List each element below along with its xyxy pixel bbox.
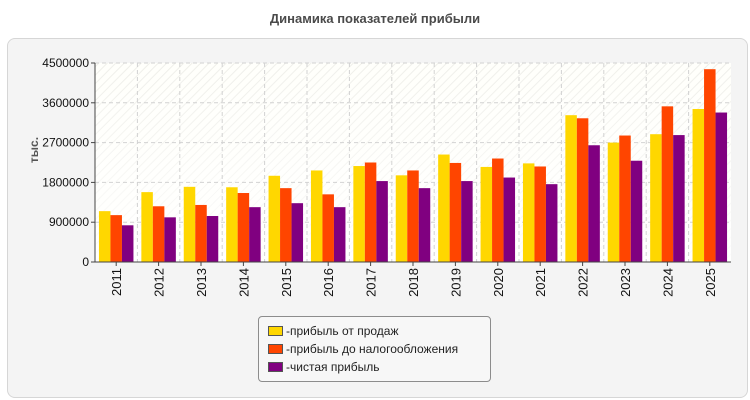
x-tick-label: 2021: [533, 268, 548, 297]
legend-label-net-profit: чистая прибыль: [290, 360, 380, 374]
bar-pretax-profit-2013: [195, 204, 207, 262]
x-tick-label: 2018: [406, 268, 421, 297]
bar-sales-profit-2021: [522, 163, 535, 262]
bar-net-profit-2013: [206, 216, 219, 262]
bar-net-profit-2025: [715, 112, 728, 262]
x-tick-label: 2012: [152, 268, 167, 297]
x-tick-label: 2025: [703, 268, 718, 297]
y-tick-label: 0: [82, 255, 89, 269]
bar-net-profit-2018: [418, 188, 431, 262]
x-tick-label: 2017: [364, 268, 379, 297]
x-tick-label: 2019: [448, 268, 463, 297]
bar-net-profit-2014: [249, 207, 261, 262]
bar-pretax-profit-2022: [576, 118, 589, 263]
bar-net-profit-2022: [588, 145, 600, 262]
legend-prefix: -: [286, 342, 290, 356]
bar-sales-profit-2012: [141, 192, 153, 262]
bar-sales-profit-2022: [565, 115, 577, 262]
bar-net-profit-2021: [545, 184, 558, 262]
x-tick-label: 2013: [194, 268, 209, 297]
bar-net-profit-2020: [503, 177, 516, 262]
legend-label-pretax-profit: прибыль до налогообложения: [290, 342, 459, 356]
bar-net-profit-2011: [121, 225, 134, 262]
x-tick-label: 2024: [660, 268, 675, 297]
y-tick-label: 4500000: [42, 56, 89, 70]
bar-sales-profit-2016: [310, 170, 323, 262]
bar-net-profit-2024: [673, 135, 685, 262]
bar-net-profit-2023: [630, 160, 643, 262]
bar-sales-profit-2018: [395, 175, 408, 262]
bar-pretax-profit-2025: [704, 69, 716, 263]
bar-pretax-profit-2016: [322, 194, 334, 262]
x-tick-label: 2011: [109, 268, 124, 296]
x-tick-label: 2014: [236, 268, 251, 297]
bar-sales-profit-2023: [607, 142, 620, 262]
bar-pretax-profit-2021: [534, 166, 546, 262]
legend-prefix: -: [286, 324, 290, 338]
bar-pretax-profit-2018: [407, 170, 419, 262]
x-tick-label: 2015: [279, 268, 294, 297]
bar-pretax-profit-2017: [364, 162, 377, 262]
legend-prefix: -: [286, 360, 290, 374]
y-tick-label: 3600000: [42, 96, 89, 110]
bar-net-profit-2012: [164, 217, 176, 262]
bar-sales-profit-2017: [353, 166, 365, 262]
bar-pretax-profit-2015: [280, 188, 292, 262]
bar-net-profit-2019: [461, 181, 473, 262]
legend: - прибыль от продаж - прибыль до налогоо…: [258, 316, 491, 382]
legend-item-net-profit: - чистая прибыль: [268, 358, 490, 376]
x-tick-label: 2016: [321, 268, 336, 297]
chart-title: Динамика показателей прибыли: [269, 11, 481, 26]
bar-pretax-profit-2019: [449, 162, 462, 262]
bar-sales-profit-2024: [650, 134, 662, 262]
x-tick-label: 2023: [618, 268, 633, 297]
bar-net-profit-2015: [291, 203, 304, 262]
bar-sales-profit-2014: [226, 187, 238, 262]
legend-swatch-sales-profit: [268, 326, 283, 336]
bar-net-profit-2017: [376, 181, 388, 262]
bar-pretax-profit-2023: [619, 135, 631, 262]
bar-sales-profit-2020: [480, 166, 493, 262]
legend-swatch-pretax-profit: [268, 344, 283, 354]
bar-sales-profit-2019: [438, 154, 450, 262]
bar-sales-profit-2025: [692, 108, 705, 262]
y-axis-label: тыс.: [27, 137, 41, 163]
legend-label-sales-profit: прибыль от продаж: [290, 324, 399, 338]
legend-item-pretax-profit: - прибыль до налогообложения: [268, 340, 490, 358]
legend-item-sales-profit: - прибыль от продаж: [268, 322, 490, 340]
bar-pretax-profit-2014: [237, 193, 250, 262]
bar-pretax-profit-2012: [152, 206, 165, 262]
bar-net-profit-2016: [333, 207, 346, 262]
bar-sales-profit-2015: [268, 175, 281, 262]
legend-swatch-net-profit: [268, 362, 283, 372]
bar-pretax-profit-2020: [492, 158, 504, 262]
bar-pretax-profit-2011: [110, 215, 122, 262]
y-tick-label: 1800000: [42, 175, 89, 189]
bar-pretax-profit-2024: [661, 106, 674, 263]
x-tick-label: 2020: [491, 268, 506, 297]
bar-sales-profit-2011: [98, 211, 111, 262]
bar-sales-profit-2013: [183, 186, 196, 262]
x-tick-label: 2022: [576, 268, 591, 297]
y-tick-label: 900000: [49, 215, 89, 229]
y-tick-label: 2700000: [42, 136, 89, 150]
